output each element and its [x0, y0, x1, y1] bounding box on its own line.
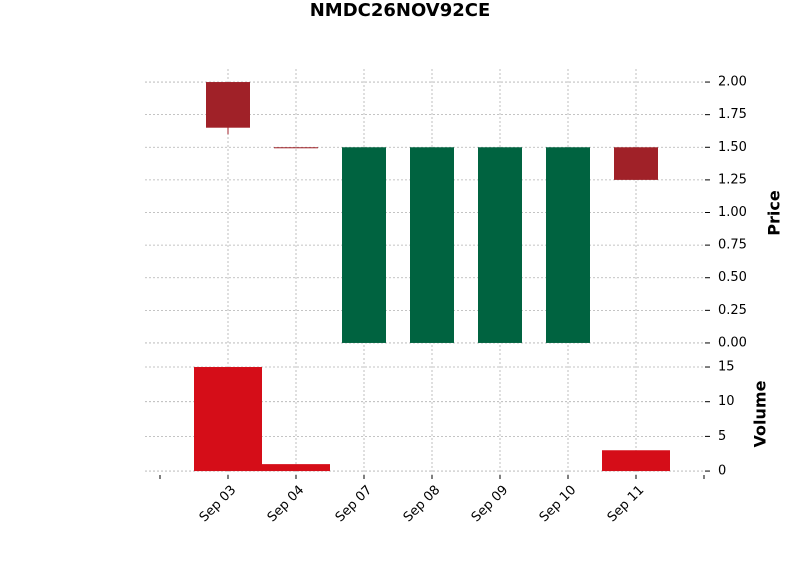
y-tick-label: 1.75	[718, 107, 747, 122]
y-tick-label: 0.00	[718, 335, 747, 350]
y-tick-label: 1.25	[718, 172, 747, 187]
y-tick-label: 0.25	[718, 303, 747, 318]
y-axis-label: Price	[765, 190, 784, 236]
candle-body	[410, 147, 454, 343]
y-tick-label: 2.00	[718, 75, 747, 90]
volume-bar	[194, 367, 262, 472]
candle-body	[206, 82, 250, 128]
y2-tick-label: 5	[718, 429, 726, 444]
x-tick-label: Sep 10	[537, 483, 580, 526]
chart-title: NMDC26NOV92CE	[310, 0, 491, 21]
y2-tick-label: 15	[718, 360, 735, 375]
candle-body	[614, 147, 658, 180]
x-tick-label: Sep 09	[469, 483, 512, 526]
volume-bar	[262, 464, 330, 472]
x-tick-label: Sep 11	[605, 483, 648, 526]
x-tick-label: Sep 08	[401, 483, 444, 526]
x-tick-label: Sep 03	[197, 483, 240, 526]
y2-tick-label: 10	[718, 394, 735, 409]
volume-bar	[602, 450, 670, 472]
y2-tick-label: 0	[718, 464, 726, 479]
candle-body	[342, 147, 386, 343]
candle-body	[274, 147, 318, 149]
y-tick-label: 0.50	[718, 270, 747, 285]
y2-axis-label: Volume	[751, 380, 770, 447]
candle-body	[546, 147, 590, 343]
candle-body	[478, 147, 522, 343]
x-tick-label: Sep 04	[265, 483, 308, 526]
y-tick-label: 1.00	[718, 205, 747, 220]
y-tick-label: 1.50	[718, 140, 747, 155]
x-tick-label: Sep 07	[333, 483, 376, 526]
y-tick-label: 0.75	[718, 238, 747, 253]
